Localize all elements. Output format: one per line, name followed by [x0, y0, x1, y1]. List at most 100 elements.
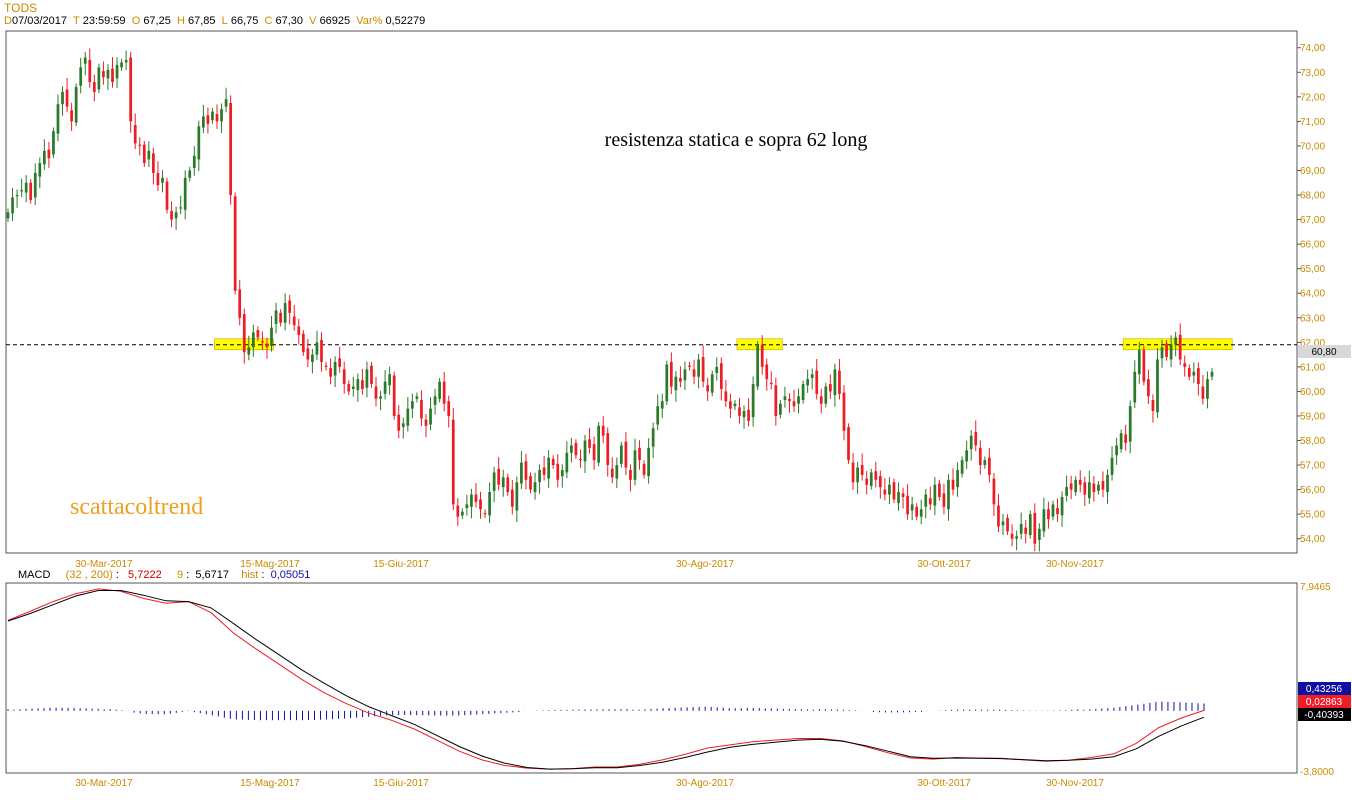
candle-body [847, 427, 850, 461]
candle-body [211, 111, 214, 121]
candle-body [588, 439, 591, 448]
macd-value-tags: 0,43256 0,02863 -0,40393 [1298, 682, 1351, 721]
macd-params: (32 , 200) [65, 569, 113, 581]
annotation-note: resistenza statica e sopra 62 long [605, 129, 868, 151]
candle-body [1142, 349, 1146, 382]
candle-body [11, 197, 14, 214]
candle-body [960, 460, 964, 474]
candle-body [583, 440, 587, 462]
candle-body [265, 343, 269, 348]
low-value: 66,75 [230, 15, 259, 27]
candle-body [642, 463, 646, 475]
candle-body [261, 341, 264, 343]
candle-body [701, 357, 705, 382]
candle-body [865, 478, 869, 485]
candle-body [633, 450, 637, 480]
price-axis-label: 73,00 [1300, 68, 1325, 79]
candle-body [951, 479, 955, 490]
candle-body [215, 114, 219, 122]
price-axis-label: 62,00 [1300, 338, 1325, 349]
candle-body [742, 411, 746, 418]
candle-body [297, 326, 301, 335]
candle-body [274, 310, 278, 324]
candle-body [565, 452, 569, 473]
candle-body [388, 374, 392, 386]
date-key: D [4, 15, 12, 27]
candle-body [942, 493, 946, 507]
candle-body [247, 347, 251, 355]
candle-body [324, 365, 328, 367]
candle-body [29, 182, 33, 200]
candle-body [474, 494, 478, 502]
candle-body [1119, 433, 1123, 450]
candle-body [415, 396, 419, 399]
macd-value: 5,7222 [128, 569, 162, 581]
macd-value-tag-label: -0,40393 [1304, 710, 1344, 721]
price-axis-label: 71,00 [1300, 117, 1325, 128]
candle-body [1087, 482, 1091, 499]
candle-body [1106, 474, 1109, 493]
candle-body [533, 482, 537, 493]
volume-key: V [309, 15, 317, 27]
candle-body [1187, 368, 1191, 377]
macd-value-tag-label: 0,43256 [1306, 684, 1343, 695]
candle-body [733, 403, 737, 407]
date-value: 07/03/2017 [11, 15, 68, 27]
candle-body [669, 361, 673, 387]
candle-body [660, 401, 664, 409]
candle-body [1024, 527, 1028, 534]
candle-body [924, 494, 928, 507]
candle-body [983, 460, 987, 466]
candle-body [978, 447, 982, 466]
candle-body [1028, 514, 1032, 536]
candle-body [70, 110, 73, 122]
price-axis-label: 66,00 [1300, 240, 1325, 251]
candle-body [715, 366, 719, 374]
candle-body [815, 370, 819, 394]
candle-body [606, 433, 610, 466]
candle-body [1115, 445, 1118, 456]
candle-body [765, 364, 769, 380]
candle-body [174, 212, 178, 219]
candle-body [592, 444, 596, 461]
macd-axis-label: -3,8000 [1300, 767, 1334, 778]
candle-body [520, 462, 523, 484]
candle-body [392, 375, 396, 416]
candle-body [438, 381, 441, 399]
candle-body [283, 303, 287, 323]
signal-value: 5,6717 [195, 569, 229, 581]
candle-body [456, 505, 460, 517]
candle-body [202, 116, 205, 128]
candle-body [560, 469, 564, 477]
candle-body [1192, 371, 1196, 376]
candle-body [1101, 481, 1105, 490]
candle-body [692, 369, 696, 377]
candle-body [356, 379, 360, 391]
candle-body [251, 332, 255, 348]
macd-value-tag [1298, 708, 1351, 721]
candle-body [361, 380, 364, 389]
candle-body [497, 468, 501, 485]
candle-body [629, 469, 632, 480]
candle-body [988, 457, 991, 475]
candle-body [1037, 528, 1041, 540]
candle-body [906, 495, 909, 515]
candle-body [1201, 386, 1205, 399]
candle-body [61, 91, 64, 105]
candle-body [406, 408, 410, 426]
candle-body [15, 195, 19, 197]
date-axis-label: 30-Nov-2017 [1046, 559, 1104, 570]
candle-body [161, 177, 164, 183]
high-key: H [176, 15, 185, 27]
candle-body [624, 441, 628, 468]
candle-body [424, 419, 428, 426]
candle-body [833, 369, 837, 396]
date-axis-label: 15-Mag-2017 [240, 778, 300, 789]
candle-body [515, 482, 519, 511]
candle-body [470, 494, 473, 507]
candle-body [738, 407, 741, 416]
candle-body [1001, 521, 1005, 526]
candle-body [279, 312, 282, 323]
date-axis-label: 30-Mar-2017 [75, 778, 133, 789]
candle-body [1147, 379, 1150, 397]
